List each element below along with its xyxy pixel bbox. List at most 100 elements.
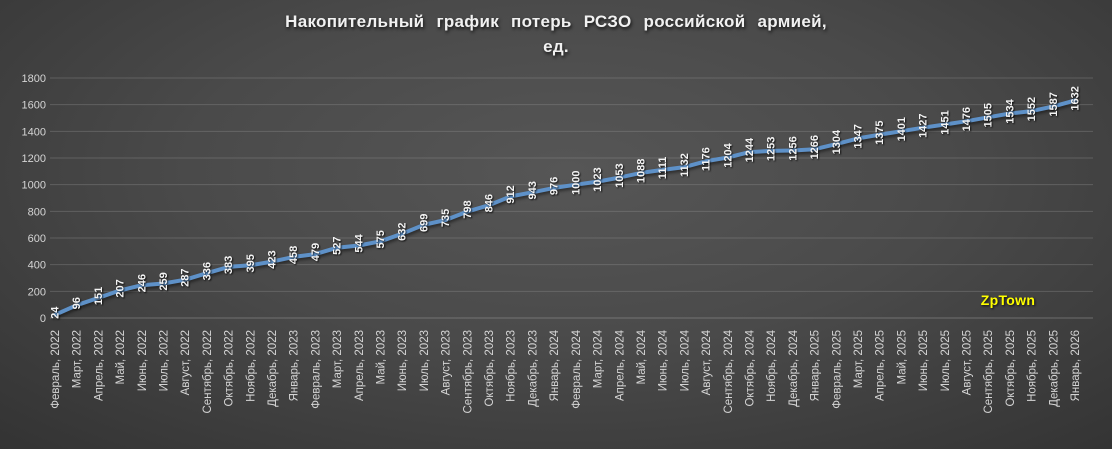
data-label: 1253 xyxy=(766,137,778,161)
data-label: 1053 xyxy=(614,163,626,187)
x-axis-label: Сентябрь, 2024 xyxy=(723,329,735,413)
x-axis-label: Январь, 2024 xyxy=(549,329,561,401)
gridlines-group xyxy=(50,77,1093,319)
y-axis-tick-label: 1000 xyxy=(22,180,46,192)
data-label: 458 xyxy=(288,246,300,264)
y-axis-labels-group: 0 200 400 600 800 1000 1200 1400 1600 1800 xyxy=(22,73,46,325)
data-labels-group: 24 96 151 207 246 259 287 336 383 395 423 458 479 527… xyxy=(50,86,1082,319)
x-axis-label: Март, 2025 xyxy=(853,330,865,388)
x-axis-label: Март, 2024 xyxy=(593,329,605,388)
x-axis-label: Март, 2023 xyxy=(332,330,344,388)
x-axis-label: Февраль, 2022 xyxy=(50,330,62,409)
y-axis-tick-label: 1400 xyxy=(22,126,46,138)
data-label: 1552 xyxy=(1026,97,1038,121)
x-axis-label: Июль, 2023 xyxy=(419,330,431,391)
x-axis-label: Октябрь, 2022 xyxy=(224,330,236,407)
data-label: 1505 xyxy=(983,103,995,127)
x-axis-label: Март, 2022 xyxy=(72,330,84,388)
data-label: 479 xyxy=(310,243,322,261)
data-label: 1266 xyxy=(809,135,821,159)
data-label: 1587 xyxy=(1048,92,1060,116)
chart-title-line2: ед. xyxy=(543,37,569,56)
x-axis-label: Август, 2022 xyxy=(180,330,192,395)
x-axis-label: Январь, 2023 xyxy=(289,330,301,401)
data-label: 1632 xyxy=(1070,86,1082,110)
series-line xyxy=(53,98,1077,317)
data-label: 976 xyxy=(549,177,561,195)
x-axis-label: Декабрь, 2022 xyxy=(267,330,279,407)
chart-title: Накопительный график потерь РСЗО российс… xyxy=(0,9,1112,59)
data-label: 1088 xyxy=(636,159,648,183)
data-label: 1347 xyxy=(853,124,865,148)
data-label: 1256 xyxy=(787,136,799,160)
x-axis-label: Май, 2024 xyxy=(636,329,648,384)
y-axis-tick-label: 800 xyxy=(28,206,46,218)
data-label: 912 xyxy=(505,185,517,203)
data-label: 943 xyxy=(527,181,539,199)
y-axis-tick-label: 400 xyxy=(28,260,46,272)
data-label: 1204 xyxy=(722,142,734,167)
x-axis-label: Ноябрь, 2025 xyxy=(1027,330,1039,402)
data-label: 1023 xyxy=(592,167,604,191)
data-label: 632 xyxy=(397,223,409,241)
x-axis-labels-group: Февраль, 2022 Март, 2022 Апрель, 2022 Май, … xyxy=(50,329,1082,413)
data-label: 24 xyxy=(50,306,62,319)
x-axis-label: Сентябрь, 2023 xyxy=(462,330,474,414)
x-axis-label: Февраль, 2025 xyxy=(831,330,843,409)
x-axis-label: Июль, 2024 xyxy=(679,329,691,391)
x-axis-label: Май, 2022 xyxy=(115,330,127,385)
data-label: 287 xyxy=(180,269,192,287)
data-label: 1534 xyxy=(1004,98,1016,123)
data-label: 336 xyxy=(201,262,213,280)
x-axis-label: Август, 2023 xyxy=(441,330,453,395)
x-axis-label: Октябрь, 2023 xyxy=(484,330,496,407)
x-axis-label: Январь, 2025 xyxy=(810,330,822,401)
x-axis-label: Апрель, 2024 xyxy=(614,329,626,401)
x-axis-label: Октябрь, 2024 xyxy=(745,329,757,406)
data-label: 207 xyxy=(115,279,127,297)
data-label: 699 xyxy=(418,214,430,232)
x-axis-label: Август, 2024 xyxy=(701,329,713,395)
x-axis-label: Апрель, 2022 xyxy=(93,330,105,401)
x-axis-label: Май, 2025 xyxy=(896,330,908,385)
data-label: 423 xyxy=(267,250,279,268)
x-axis-label: Ноябрь, 2024 xyxy=(766,329,778,401)
x-axis-label: Ноябрь, 2023 xyxy=(506,330,518,402)
x-axis-label: Июнь, 2023 xyxy=(397,330,409,391)
x-axis-label: Июнь, 2025 xyxy=(918,330,930,391)
data-label: 1451 xyxy=(939,110,951,134)
x-axis-label: Июнь, 2024 xyxy=(658,329,670,391)
x-axis-label: Январь, 2026 xyxy=(1070,330,1082,401)
y-axis-tick-label: 1800 xyxy=(22,73,46,85)
x-axis-label: Апрель, 2025 xyxy=(875,330,887,401)
y-axis-tick-label: 1200 xyxy=(22,153,46,165)
x-axis-label: Декабрь, 2024 xyxy=(788,329,800,406)
y-axis-tick-label: 0 xyxy=(40,313,46,325)
data-label: 1244 xyxy=(744,137,756,162)
data-label: 544 xyxy=(353,233,365,252)
y-axis-tick-label: 200 xyxy=(28,286,46,298)
data-label: 527 xyxy=(332,237,344,255)
data-label: 383 xyxy=(223,256,235,274)
data-label: 96 xyxy=(71,297,83,309)
data-label: 798 xyxy=(462,200,474,218)
x-axis-label: Декабрь, 2023 xyxy=(527,330,539,407)
data-label: 735 xyxy=(440,209,452,227)
x-axis-label: Июнь, 2022 xyxy=(137,330,149,391)
x-axis-label: Октябрь, 2025 xyxy=(1005,330,1017,407)
x-axis-label: Май, 2023 xyxy=(376,330,388,385)
x-axis-label: Декабрь, 2025 xyxy=(1048,330,1060,407)
data-label: 395 xyxy=(245,254,257,272)
data-label: 1375 xyxy=(874,120,886,144)
y-axis-tick-label: 1600 xyxy=(22,100,46,112)
x-axis-label: Сентябрь, 2025 xyxy=(983,330,995,414)
data-label: 1304 xyxy=(831,129,843,154)
y-axis-tick-label: 600 xyxy=(28,233,46,245)
x-axis-label: Февраль, 2024 xyxy=(571,329,583,408)
data-label: 1000 xyxy=(570,170,582,194)
chart-title-line1: Накопительный график потерь РСЗО российс… xyxy=(285,12,827,31)
x-axis-label: Август, 2025 xyxy=(962,330,974,395)
data-label: 1476 xyxy=(961,107,973,131)
